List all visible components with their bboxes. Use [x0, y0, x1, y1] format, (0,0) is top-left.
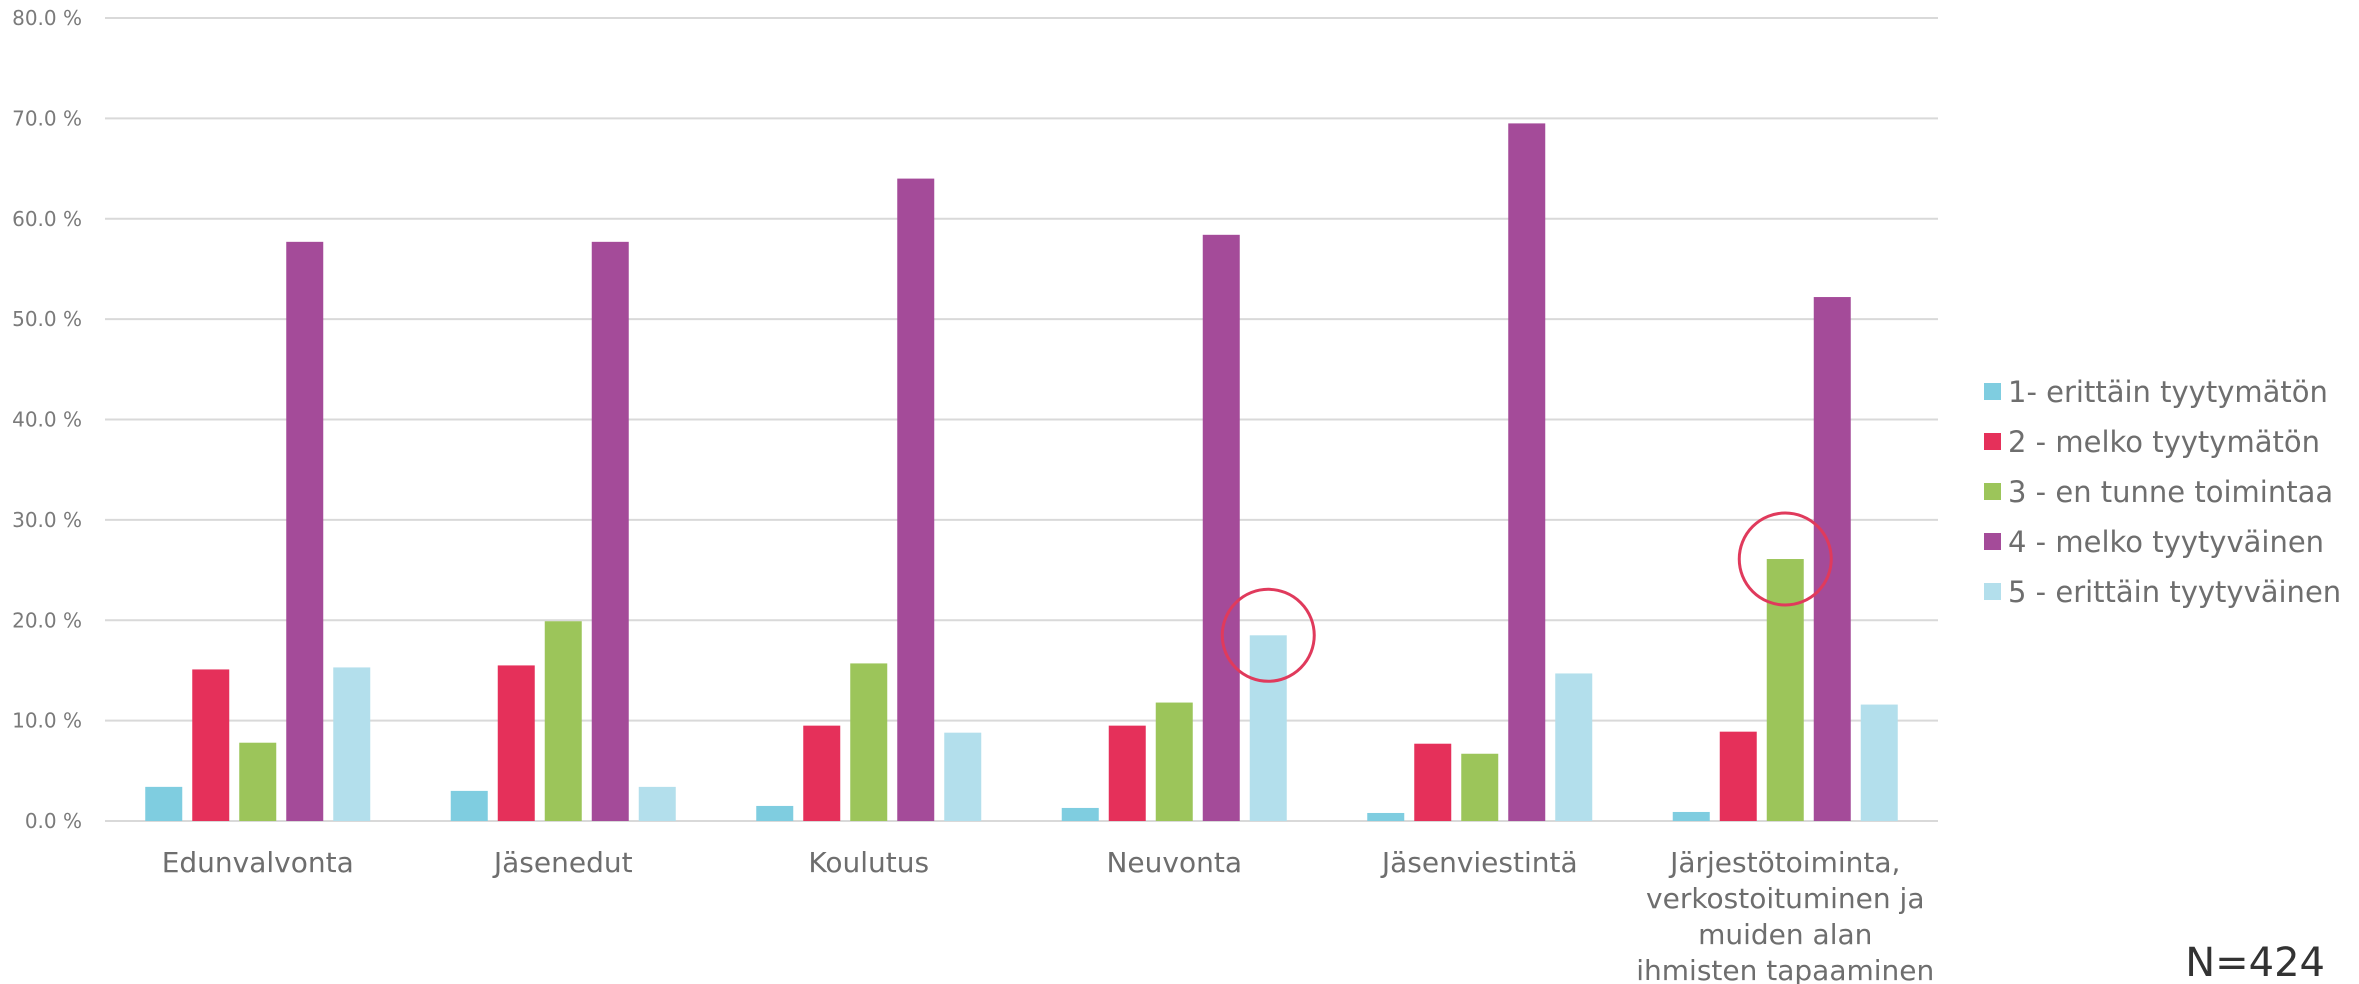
legend-swatch: [1984, 433, 2001, 450]
bar: [850, 663, 888, 821]
y-tick-label: 10.0 %: [12, 709, 82, 733]
legend-swatch: [1984, 533, 2001, 550]
bar: [897, 178, 935, 822]
category-label: Neuvonta: [1106, 846, 1242, 879]
bars: [145, 123, 1898, 822]
bar: [192, 669, 230, 821]
y-tick-label: 70.0 %: [12, 106, 82, 130]
legend: 1- erittäin tyytymätön 2 - melko tyytymät…: [1984, 375, 2341, 609]
bar: [1508, 123, 1546, 822]
category-label: Edunvalvonta: [162, 846, 354, 879]
bar: [497, 665, 535, 821]
bar: [544, 621, 582, 821]
bar: [333, 667, 371, 821]
y-tick-label: 0.0 %: [25, 809, 82, 833]
y-tick-label: 50.0 %: [12, 307, 82, 331]
bar: [1555, 673, 1593, 821]
category-label: Järjestötoiminta, verkostoituminen ja muid…: [1636, 846, 1934, 984]
gridlines: [105, 17, 1938, 822]
legend-swatch: [1984, 583, 2001, 600]
bar: [1061, 807, 1099, 821]
bar: [450, 790, 488, 821]
category-labels: Edunvalvonta Jäsenedut Koulutus Neuvonta Jäs…: [162, 846, 1935, 984]
legend-swatch: [1984, 383, 2001, 400]
bar: [239, 742, 277, 821]
legend-label: 2 - melko tyytymätön: [2008, 425, 2320, 459]
legend-label: 5 - erittäin tyytyväinen: [2008, 575, 2341, 609]
bar: [1461, 753, 1499, 821]
bar: [145, 786, 183, 821]
bar: [944, 732, 982, 821]
highlight-circle: [1737, 511, 1833, 607]
y-tick-label: 20.0 %: [12, 608, 82, 632]
legend-label: 3 - en tunne toimintaa: [2008, 475, 2333, 509]
legend-swatch: [1984, 483, 2001, 500]
y-axis-tick-labels: 0.0 % 10.0 % 20.0 % 30.0 % 40.0 % 50.0 % 60.0 …: [12, 6, 82, 833]
legend-label: 1- erittäin tyytymätön: [2008, 375, 2328, 409]
bar: [1719, 731, 1757, 821]
bar: [1155, 702, 1193, 821]
y-tick-label: 80.0 %: [12, 6, 82, 30]
bar: [1202, 234, 1240, 821]
highlight-circle: [1220, 587, 1316, 683]
bar: [1766, 559, 1804, 821]
bar: [1860, 704, 1898, 821]
bar: [1249, 635, 1287, 821]
bar: [591, 241, 629, 821]
legend-label: 4 - melko tyytyväinen: [2008, 525, 2324, 559]
bar: [1367, 812, 1405, 821]
highlight-circles: [1220, 511, 1833, 683]
category-label: Jäsenviestintä: [1380, 846, 1578, 879]
category-label: Jäsenedut: [492, 846, 633, 879]
sample-size-label: N=424: [2185, 940, 2325, 984]
bar: [1414, 743, 1452, 821]
y-tick-label: 60.0 %: [12, 207, 82, 231]
bar: [1108, 725, 1146, 821]
category-label: Koulutus: [808, 846, 929, 879]
bar: [638, 786, 676, 821]
y-tick-label: 30.0 %: [12, 508, 82, 532]
bar: [803, 725, 841, 821]
bar: [1672, 811, 1710, 821]
bar: [756, 805, 794, 821]
bar: [286, 241, 324, 821]
y-tick-label: 40.0 %: [12, 408, 82, 432]
